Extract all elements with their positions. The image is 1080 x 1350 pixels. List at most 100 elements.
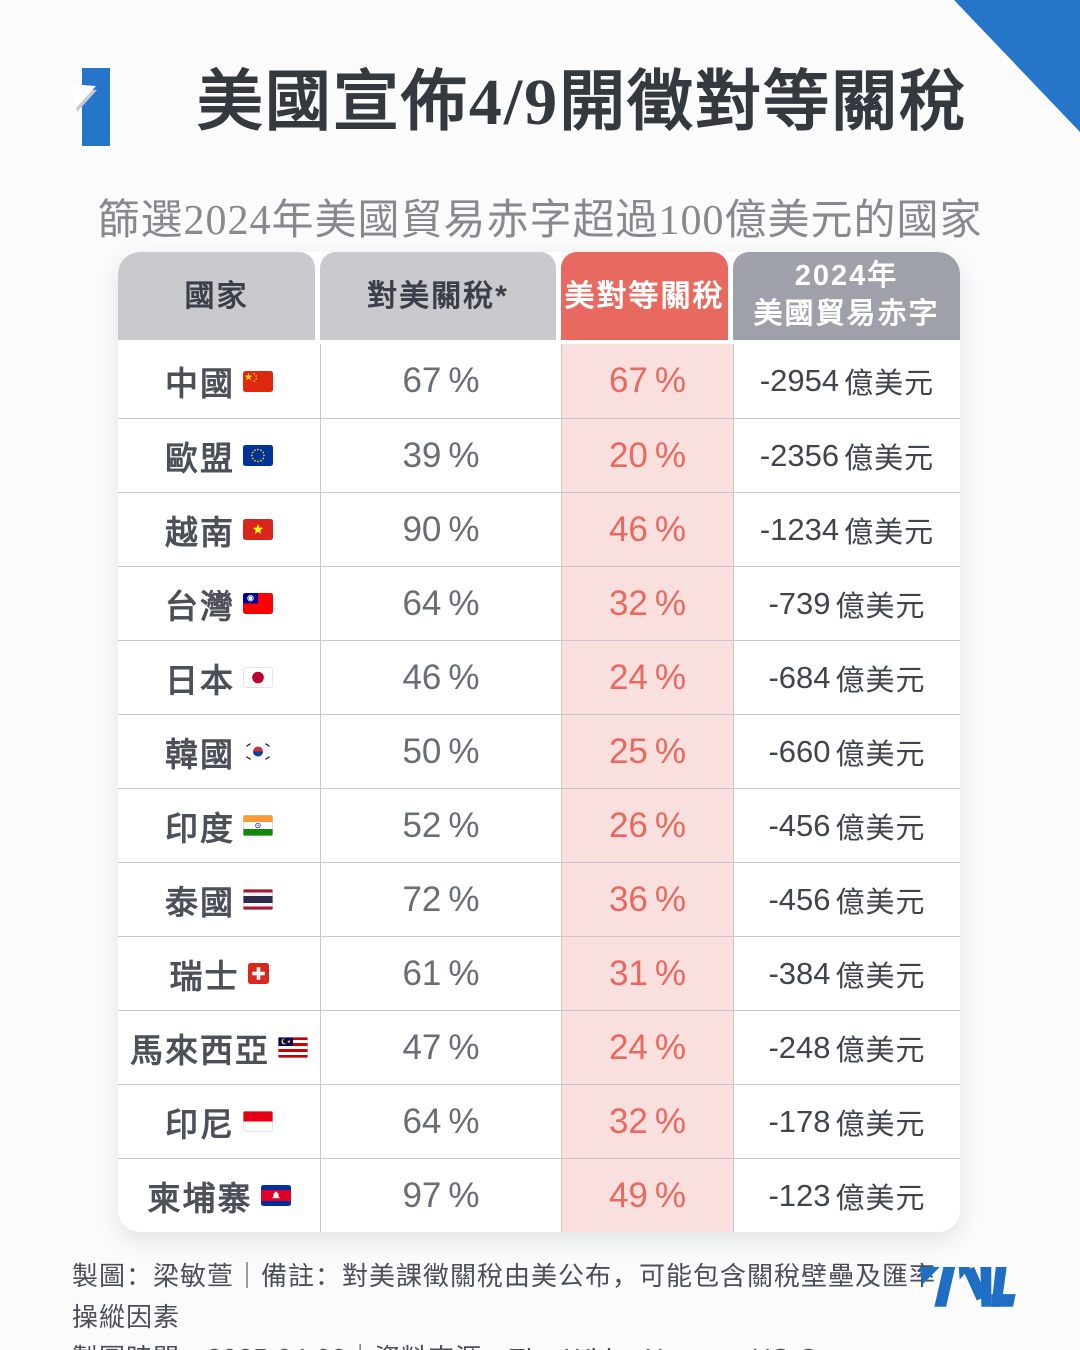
table-row: 中國 67 % 67 % -2954 億美元 xyxy=(118,344,960,418)
trade-deficit-cell: -456 億美元 xyxy=(733,863,960,936)
trade-deficit-cell: -1234 億美元 xyxy=(733,493,960,566)
country-name: 瑞士 xyxy=(169,957,240,995)
us-reciprocal-tariff-value: 20 xyxy=(608,435,648,475)
tariff-on-us-cell: 67 % xyxy=(320,344,561,418)
percent-unit: % xyxy=(448,1175,480,1215)
table-row: 歐盟 39 % 20 % -2356 億美元 xyxy=(118,418,960,492)
country-name: 印尼 xyxy=(165,1105,235,1143)
us-reciprocal-tariff-value: 24 xyxy=(608,657,648,697)
percent-unit: % xyxy=(654,509,687,549)
tariff-on-us-value: 72 xyxy=(402,879,442,919)
country-name: 韓國 xyxy=(165,735,235,773)
tariff-on-us-value: 90 xyxy=(402,509,442,549)
table-row: 台灣 64 % 32 % -739 億美元 xyxy=(118,566,960,640)
tariff-on-us-cell: 52 % xyxy=(320,789,561,862)
us-reciprocal-tariff-value: 24 xyxy=(608,1027,648,1067)
percent-unit: % xyxy=(448,731,480,771)
tariff-on-us-value: 47 xyxy=(402,1027,442,1067)
country-name: 中國 xyxy=(165,365,235,402)
percent-unit: % xyxy=(448,509,480,549)
trade-deficit-value: -384 xyxy=(768,955,831,991)
flag-thailand-icon xyxy=(243,889,273,910)
us-reciprocal-tariff-cell: 32 % xyxy=(561,567,733,640)
us-reciprocal-tariff-cell: 49 % xyxy=(561,1159,733,1232)
percent-unit: % xyxy=(448,361,480,400)
table-row: 韓國 50 % 25 % -660 億美元 xyxy=(118,714,960,788)
trade-deficit-value: -123 xyxy=(768,1177,831,1213)
country-cell: 韓國 xyxy=(118,715,320,788)
us-reciprocal-tariff-value: 31 xyxy=(608,953,648,993)
table-body: 中國 67 % 67 % -2954 億美元 歐盟 39 % 20 % - xyxy=(118,344,960,1232)
tariff-on-us-value: 67 xyxy=(402,361,442,400)
trade-deficit-value: -684 xyxy=(768,659,831,695)
percent-unit: % xyxy=(448,657,480,697)
footer-date-source-line: 製圖時間：2025.04.03｜資料來源：The White House、US … xyxy=(72,1338,942,1350)
flag-china-icon xyxy=(243,370,273,392)
percent-unit: % xyxy=(448,1027,480,1067)
us-reciprocal-tariff-value: 25 xyxy=(608,731,648,771)
table-row: 越南 90 % 46 % -1234 億美元 xyxy=(118,492,960,566)
percent-unit: % xyxy=(654,805,687,845)
country-name: 台灣 xyxy=(165,587,235,625)
percent-unit: % xyxy=(448,583,480,623)
tariff-table: 國家 對美關稅* 美對等關稅 2024年 美國貿易赤字 中國 67 % 67 %… xyxy=(118,252,960,1232)
footer: 製圖：梁敏萱｜備註：對美課徵關稅由美公布，可能包含關稅壁壘及匯率操縱因素 製圖時… xyxy=(72,1256,942,1350)
tariff-on-us-value: 50 xyxy=(402,731,442,771)
us-reciprocal-tariff-value: 67 xyxy=(608,361,648,400)
us-reciprocal-tariff-value: 32 xyxy=(608,1101,648,1141)
us-reciprocal-tariff-cell: 26 % xyxy=(561,789,733,862)
deficit-unit: 億美元 xyxy=(835,1182,926,1215)
us-reciprocal-tariff-value: 32 xyxy=(608,583,648,623)
deficit-unit: 億美元 xyxy=(835,664,926,697)
percent-unit: % xyxy=(448,435,480,475)
table-row: 柬埔寨 97 % 49 % -123 億美元 xyxy=(118,1158,960,1232)
flag-taiwan-icon xyxy=(243,593,273,614)
deficit-unit: 億美元 xyxy=(835,1108,926,1141)
us-reciprocal-tariff-cell: 46 % xyxy=(561,493,733,566)
us-reciprocal-tariff-cell: 67 % xyxy=(561,344,733,418)
country-cell: 日本 xyxy=(118,641,320,714)
trade-deficit-value: -178 xyxy=(768,1103,831,1139)
percent-unit: % xyxy=(654,361,687,400)
country-cell: 越南 xyxy=(118,493,320,566)
tariff-on-us-cell: 64 % xyxy=(320,1085,561,1158)
country-name: 越南 xyxy=(165,513,235,551)
trade-deficit-value: -2356 xyxy=(759,437,840,473)
flag-south-korea-icon xyxy=(243,741,273,762)
table-row: 印度 52 % 26 % -456 億美元 xyxy=(118,788,960,862)
tariff-on-us-cell: 47 % xyxy=(320,1011,561,1084)
tariff-on-us-value: 46 xyxy=(402,657,442,697)
tariff-on-us-cell: 50 % xyxy=(320,715,561,788)
tariff-on-us-cell: 64 % xyxy=(320,567,561,640)
percent-unit: % xyxy=(654,1027,687,1067)
trade-deficit-cell: -684 億美元 xyxy=(733,641,960,714)
flag-cambodia-icon xyxy=(260,1185,291,1206)
page-subtitle: 篩選2024年美國貿易赤字超過100億美元的國家 xyxy=(97,198,983,244)
tariff-on-us-value: 97 xyxy=(402,1175,442,1215)
us-reciprocal-tariff-value: 46 xyxy=(608,509,648,549)
trade-deficit-value: -456 xyxy=(768,881,831,917)
column-header-2024-trade-deficit: 2024年 美國貿易赤字 xyxy=(733,252,960,340)
percent-unit: % xyxy=(448,1101,480,1141)
us-reciprocal-tariff-cell: 31 % xyxy=(561,937,733,1010)
tariff-on-us-value: 64 xyxy=(402,1101,442,1141)
trade-deficit-cell: -123 億美元 xyxy=(733,1159,960,1232)
us-reciprocal-tariff-cell: 36 % xyxy=(561,863,733,936)
flag-switzerland-icon xyxy=(247,963,269,984)
column-header-tariff-on-us: 對美關稅* xyxy=(320,252,556,340)
percent-unit: % xyxy=(448,953,480,993)
table-row: 印尼 64 % 32 % -178 億美元 xyxy=(118,1084,960,1158)
trade-deficit-cell: -2954 億美元 xyxy=(733,344,960,418)
country-name: 泰國 xyxy=(165,883,235,921)
trade-deficit-cell: -384 億美元 xyxy=(733,937,960,1010)
trade-deficit-cell: -2356 億美元 xyxy=(733,419,960,492)
tariff-on-us-value: 61 xyxy=(402,953,442,993)
trade-deficit-cell: -739 億美元 xyxy=(733,567,960,640)
percent-unit: % xyxy=(654,731,687,771)
flag-vietnam-icon xyxy=(243,519,273,540)
trade-deficit-value: -660 xyxy=(768,733,831,769)
percent-unit: % xyxy=(654,583,687,623)
deficit-unit: 億美元 xyxy=(835,590,926,623)
deficit-unit: 億美元 xyxy=(844,442,935,475)
